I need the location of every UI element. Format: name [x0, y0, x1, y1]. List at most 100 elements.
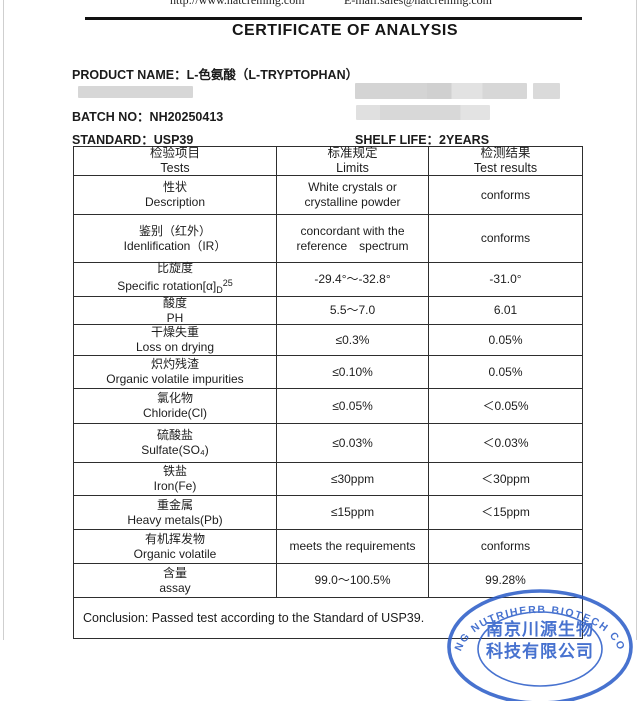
- product-name-line: PRODUCT NAME：L-色氨酸（L-TRYPTOPHAN）: [72, 64, 358, 83]
- result-value: ＜30ppm: [481, 471, 530, 486]
- test-name-cn: 氯化物: [156, 391, 193, 405]
- header-results-cell: 检测结果 Test results: [428, 146, 582, 175]
- table-header-row: 检验项目 Tests 标准规定 Limits 检测结果 Test results: [74, 146, 582, 175]
- limit-line1: ≤0.03%: [332, 435, 373, 450]
- limit-line1: ≤30ppm: [330, 471, 375, 486]
- limit-cell: 99.0～100.5%: [276, 564, 428, 597]
- shelf-life-value: 2YEARS: [439, 133, 490, 147]
- result-cell: 0.05%: [428, 356, 582, 388]
- test-name-cn: 重金属: [156, 497, 193, 512]
- stamp-company-name-line2: 科技有限公司: [486, 641, 594, 661]
- test-name-cn: 铁盐: [162, 464, 187, 478]
- test-name-cn: 酸度: [162, 295, 187, 310]
- test-name-cell: 鉴别（红外） Idenlification（IR）: [74, 215, 276, 262]
- result-value: conforms: [480, 187, 531, 202]
- test-name-cell: 重金属 Heavy metals(Pb): [74, 496, 276, 529]
- test-name-cn: 炽灼残渣: [150, 357, 199, 371]
- test-name-cell: 铁盐 Iron(Fe): [74, 463, 276, 495]
- redacted-field-left: [78, 86, 193, 98]
- limit-cell: ≤0.10%: [276, 356, 428, 388]
- letterhead-email: E-mail:sales@natcreming.com: [344, 0, 493, 7]
- test-name-en: Sulfate(SO₄): [141, 443, 209, 457]
- result-value: 6.01: [493, 303, 518, 317]
- letterhead-divider: [85, 17, 582, 20]
- result-cell: ＜15ppm: [428, 496, 582, 529]
- test-name-cn: 比旋度: [156, 261, 193, 275]
- result-cell: -31.0°: [428, 263, 582, 296]
- limit-line2: reference spectrum: [296, 238, 409, 253]
- header-tests-cell: 检验项目 Tests: [74, 146, 276, 175]
- result-value: ＜0.05%: [482, 398, 529, 413]
- batch-no-line: BATCH NO：NH20250413: [72, 106, 223, 125]
- row-loss-on-drying: 干燥失重 Loss on drying ≤0.3% 0.05%: [74, 324, 582, 355]
- result-value: conforms: [480, 231, 531, 245]
- limit-cell: meets the requirements: [276, 530, 428, 563]
- product-name-value: L-色氨酸（L-TRYPTOPHAN）: [186, 68, 359, 82]
- test-name-cn: 硫酸盐: [156, 428, 193, 442]
- header-results-cn: 检测结果: [480, 146, 531, 160]
- letterhead-url: http://www.natcreming.com: [170, 0, 305, 7]
- redacted-field-right-3: [356, 105, 490, 120]
- test-name-cell: 氯化物 Chloride(Cl): [74, 389, 276, 423]
- row-sulfate: 硫酸盐 Sulfate(SO₄) ≤0.03% ＜0.03%: [74, 423, 582, 462]
- page-right-edge: [636, 0, 637, 640]
- test-name-cell: 性状 Description: [74, 176, 276, 214]
- result-cell: ＜0.03%: [428, 424, 582, 462]
- result-value: ＜15ppm: [481, 505, 530, 519]
- stamp-company-name-line1: 南京川源生物: [486, 619, 594, 639]
- header-tests-cn: 检验项目: [149, 146, 200, 160]
- test-name-en: Heavy metals(Pb): [127, 512, 223, 527]
- test-name-cn: 性状: [162, 180, 187, 194]
- test-name-en: PH: [166, 310, 184, 325]
- limit-cell: 5.5～7.0: [276, 297, 428, 324]
- result-cell: 6.01: [428, 297, 582, 324]
- header-tests-en: Tests: [160, 161, 190, 175]
- result-cell: conforms: [428, 215, 582, 262]
- redacted-field-right-2: [533, 83, 560, 99]
- row-residue-on-ignition: 炽灼残渣 Organic volatile impurities ≤0.10% …: [74, 355, 582, 388]
- test-name-cn: 鉴别（红外）: [138, 223, 211, 238]
- result-cell: conforms: [428, 176, 582, 214]
- limit-cell: ≤0.05%: [276, 389, 428, 423]
- header-results-en: Test results: [473, 161, 538, 175]
- standard-label: STANDARD：: [72, 133, 154, 147]
- result-value: -31.0°: [489, 272, 522, 286]
- limit-cell: White crystals or crystalline powder: [276, 176, 428, 214]
- row-assay: 含量 assay 99.0～100.5% 99.28%: [74, 563, 582, 597]
- limit-line1: ≤0.10%: [332, 364, 373, 379]
- limit-cell: ≤30ppm: [276, 463, 428, 495]
- limit-line1: -29.4°～-32.8°: [314, 272, 391, 286]
- limit-line1: ≤0.05%: [332, 398, 373, 413]
- page-left-edge: [3, 0, 4, 640]
- test-name-en: Iron(Fe): [153, 479, 197, 493]
- result-cell: 99.28%: [428, 564, 582, 597]
- limit-cell: -29.4°～-32.8°: [276, 263, 428, 296]
- result-value: 0.05%: [488, 332, 523, 347]
- row-identification: 鉴别（红外） Idenlification（IR） concordant wit…: [74, 214, 582, 262]
- test-name-en: Description: [144, 195, 206, 209]
- test-name-cell: 酸度 PH: [74, 295, 276, 325]
- test-name-cn: 含量: [162, 565, 187, 580]
- shelf-life-line: SHELF LIFE：2YEARS: [355, 129, 489, 148]
- limit-line2: crystalline powder: [304, 195, 401, 209]
- header-limits-cn: 标准规定: [327, 146, 378, 160]
- test-name-en: Organic volatile impurities: [106, 372, 244, 386]
- limit-line1: 5.5～7.0: [329, 303, 376, 317]
- limit-line1: ≤15ppm: [330, 505, 375, 519]
- standard-value: USP39: [153, 133, 194, 147]
- batch-no-label: BATCH NO：: [72, 110, 150, 124]
- batch-no-value: NH20250413: [149, 110, 224, 124]
- limit-cell: concordant with the reference spectrum: [276, 215, 428, 262]
- company-seal-stamp: NG NUTRIHERB BIOTECH CO 南京川源生物 科技有限公司: [447, 589, 633, 701]
- test-name-cn: 干燥失重: [150, 325, 199, 339]
- row-description: 性状 Description White crystals or crystal…: [74, 175, 582, 214]
- limit-line1: White crystals or: [308, 180, 397, 194]
- test-name-en: Organic volatile: [133, 546, 217, 561]
- header-limits-cell: 标准规定 Limits: [276, 146, 428, 175]
- limit-cell: ≤15ppm: [276, 496, 428, 529]
- header-limits-en: Limits: [336, 161, 369, 175]
- certificate-of-analysis-page: { "header": { "url": "http://www.natcrem…: [3, 0, 637, 701]
- result-value: conforms: [480, 539, 531, 553]
- shelf-life-label: SHELF LIFE：: [355, 133, 440, 147]
- test-name-en: assay: [159, 580, 191, 595]
